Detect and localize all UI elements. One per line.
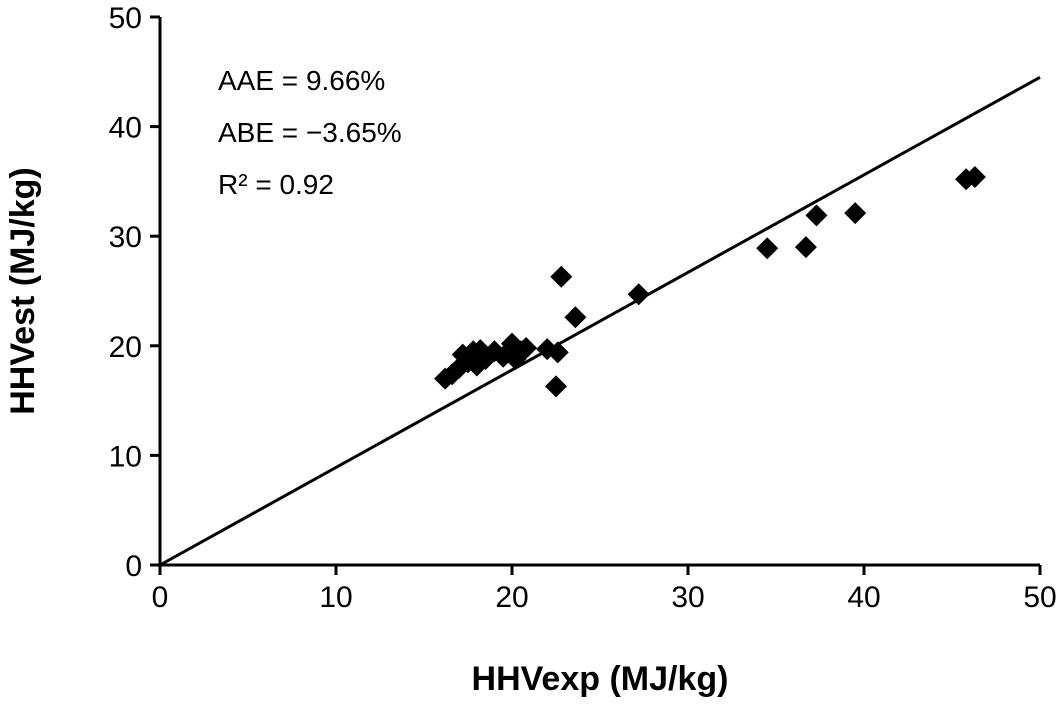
data-point xyxy=(805,204,828,227)
y-tick-label: 30 xyxy=(109,221,142,254)
data-point xyxy=(545,375,567,398)
x-axis-label: HHVexp (MJ/kg) xyxy=(472,660,729,698)
annotation-abe: ABE = −3.65% xyxy=(218,117,402,148)
x-tick-label: 20 xyxy=(495,581,528,614)
data-point xyxy=(515,336,538,359)
x-tick-label: 50 xyxy=(1023,581,1056,614)
data-point xyxy=(546,341,569,364)
data-point xyxy=(963,166,986,189)
annotation-r2: R² = 0.92 xyxy=(218,169,334,200)
y-tick-label: 50 xyxy=(109,2,142,35)
fit-line xyxy=(159,75,1041,567)
data-point xyxy=(756,237,779,260)
data-point xyxy=(794,236,817,259)
y-tick-label: 20 xyxy=(109,331,142,364)
x-tick-label: 10 xyxy=(319,581,352,614)
data-point xyxy=(627,283,650,306)
y-axis-label: HHVest (MJ/kg) xyxy=(4,167,42,415)
y-tick-label: 40 xyxy=(109,112,142,145)
x-tick-label: 0 xyxy=(152,581,169,614)
data-point xyxy=(564,306,587,329)
y-tick-label: 10 xyxy=(109,440,142,473)
data-point xyxy=(844,202,867,225)
data-point xyxy=(550,265,573,288)
annotation-aae: AAE = 9.66% xyxy=(218,65,385,96)
y-tick-label: 0 xyxy=(125,550,142,583)
x-tick-label: 40 xyxy=(847,581,880,614)
x-tick-label: 30 xyxy=(671,581,704,614)
